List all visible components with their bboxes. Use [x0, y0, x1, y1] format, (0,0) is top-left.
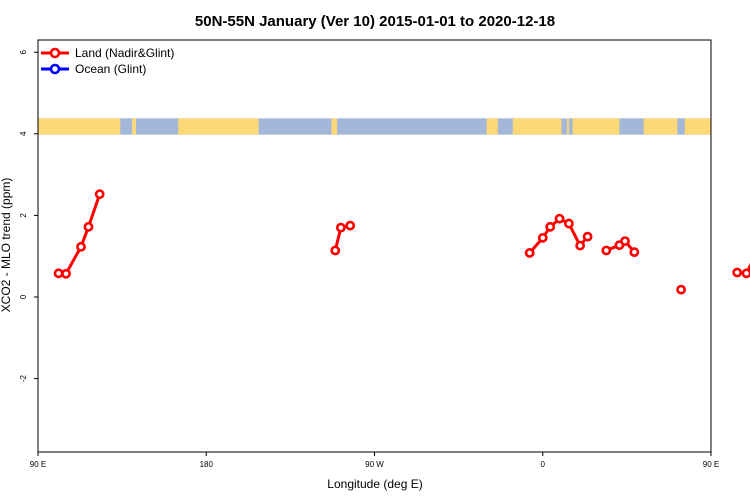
data-point: [629, 247, 640, 258]
data-point: [524, 248, 535, 258]
data-point: [61, 268, 71, 279]
x-tick-label: 0: [541, 460, 546, 469]
x-axis-label: Longitude (deg E): [327, 477, 422, 491]
legend-label: Ocean (Glint): [75, 62, 146, 76]
land-band: [684, 118, 711, 135]
data-point: [335, 222, 346, 233]
land-band: [38, 118, 121, 135]
x-tick-label: 90 W: [365, 460, 384, 469]
x-axis: 90 E 180 90 W 0 90 E: [30, 452, 719, 469]
legend-label: Land (Nadir&Glint): [75, 46, 174, 60]
data-point: [537, 232, 548, 243]
land-band: [486, 118, 498, 135]
data-point: [554, 213, 565, 224]
series-line: [58, 193, 102, 276]
x-tick-label: 180: [200, 460, 214, 469]
y-tick-label: 2: [19, 213, 28, 218]
legend-marker: [49, 63, 61, 75]
x-tick-label: 90 E: [30, 460, 46, 469]
land-band: [178, 118, 259, 135]
data-point: [330, 245, 341, 256]
legend-marker: [49, 47, 61, 59]
y-tick-label: 0: [19, 294, 28, 299]
data-point: [601, 245, 612, 256]
land-band: [643, 118, 678, 135]
land-sea-strip: [38, 118, 711, 135]
plot-area: [53, 189, 750, 295]
data-point: [732, 267, 743, 278]
y-tick-label: -2: [19, 374, 28, 382]
data-point: [741, 268, 750, 279]
chart-title: 50N-55N January (Ver 10) 2015-01-01 to 2…: [195, 13, 555, 30]
data-point: [76, 241, 86, 252]
legend: Land (Nadir&Glint) Ocean (Glint): [41, 46, 174, 76]
land-band: [567, 118, 569, 135]
x-tick-label: 90 E: [703, 460, 719, 469]
y-tick-label: 6: [19, 49, 28, 54]
y-axis-label: XCO2 - MLO trend (ppm): [0, 178, 13, 313]
data-point: [676, 284, 686, 295]
data-point: [545, 221, 556, 232]
land-band: [512, 118, 562, 135]
land-band: [572, 118, 620, 135]
data-point: [575, 240, 586, 251]
data-point: [582, 231, 593, 242]
data-point: [564, 218, 574, 229]
plot-frame: [37, 39, 712, 453]
data-point: [53, 268, 64, 279]
land-band: [331, 118, 338, 135]
series-line: [737, 262, 750, 275]
land-band: [132, 118, 136, 135]
data-point: [345, 220, 356, 231]
data-point: [620, 236, 630, 247]
y-axis: -2 0 2 4 6: [19, 49, 38, 382]
y-tick-label: 4: [19, 131, 28, 136]
data-point: [94, 189, 105, 200]
data-point: [83, 221, 94, 232]
